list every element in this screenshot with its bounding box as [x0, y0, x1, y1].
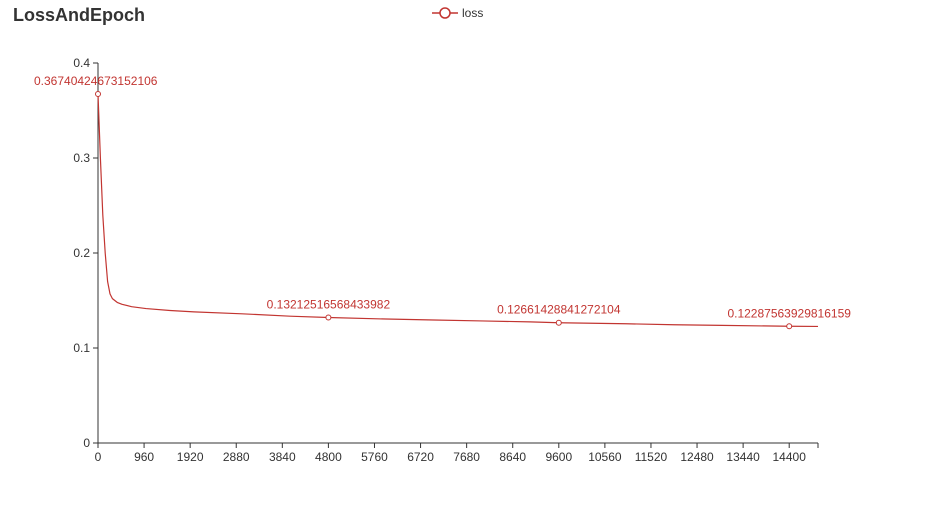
- x-tick-label: 14400: [773, 450, 807, 464]
- x-tick-label: 3840: [269, 450, 296, 464]
- data-label: 0.13212516568433982: [267, 297, 391, 311]
- y-tick-label: 0.4: [73, 56, 90, 70]
- x-tick-label: 0: [95, 450, 102, 464]
- x-tick-label: 4800: [315, 450, 342, 464]
- x-tick-label: 6720: [407, 450, 434, 464]
- points-layer: 0.36740424673152106 0.13212516568433982 0.…: [34, 74, 851, 330]
- data-point: [555, 319, 562, 326]
- chart-title: LossAndEpoch: [13, 5, 146, 25]
- data-label: 0.36740424673152106: [34, 74, 158, 88]
- data-point: [786, 323, 793, 330]
- series-layer: [97, 93, 819, 328]
- x-tick-label: 10560: [588, 450, 622, 464]
- y-tick-label: 0.3: [73, 151, 90, 165]
- x-tick-label: 2880: [223, 450, 250, 464]
- legend-label-loss: loss: [462, 6, 484, 20]
- data-label: 0.12287563929816159: [727, 306, 851, 320]
- x-tick-label: 960: [134, 450, 154, 464]
- x-tick-label: 1920: [177, 450, 204, 464]
- x-tick-label: 9600: [545, 450, 572, 464]
- data-point: [325, 314, 332, 321]
- axes: 0 0.1 0.2 0.3 0.4 0 960 1920 2880 3840 4800 5760 672…: [73, 56, 819, 464]
- y-tick-label: 0: [83, 436, 90, 450]
- x-tick-label: 13440: [726, 450, 760, 464]
- x-tick-label: 12480: [680, 450, 714, 464]
- y-tick-label: 0.2: [73, 246, 90, 260]
- x-tick-label: 5760: [361, 450, 388, 464]
- y-tick-label: 0.1: [73, 341, 90, 355]
- legend-line-circle-icon: [432, 7, 458, 19]
- x-tick-label: 8640: [499, 450, 526, 464]
- data-point: [95, 90, 101, 97]
- x-tick-label: 11520: [635, 450, 668, 464]
- x-tick-label: 7680: [453, 450, 480, 464]
- legend[interactable]: loss: [432, 6, 483, 20]
- data-label: 0.12661428841272104: [497, 303, 621, 317]
- series-line-loss: [97, 93, 819, 328]
